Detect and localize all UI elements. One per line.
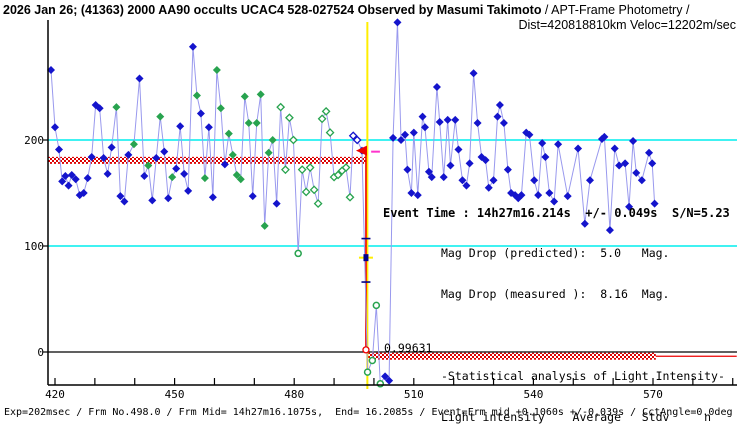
svg-text:200: 200: [24, 134, 44, 147]
stat-line-columns: Light intensity Average Stdv n: [441, 410, 712, 424]
event-time-label: Event Time : 14h27m16.214s +/- 0.049s S/…: [383, 206, 730, 220]
svg-text:540: 540: [523, 388, 543, 401]
svg-text:420: 420: [45, 388, 65, 401]
svg-text:570: 570: [643, 388, 663, 401]
svg-text:0: 0: [37, 346, 44, 359]
title-dist-veloc: Dist=420818810km Veloc=12202m/sec: [518, 18, 736, 32]
stat-line-blank: [441, 329, 732, 342]
svg-text:450: 450: [165, 388, 185, 401]
stat-line-header: -Statistical analysis of Light Intensity…: [441, 369, 725, 383]
title-main: 2026 Jan 26; (41363) 2000 AA90 occults U…: [3, 3, 542, 17]
page-title: 2026 Jan 26; (41363) 2000 AA90 occults U…: [3, 3, 689, 17]
footer-status-line: Exp=202msec / Frm No.498.0 / Frm Mid= 14…: [4, 407, 733, 418]
correlation-value: 0.99631: [384, 341, 433, 355]
svg-text:100: 100: [24, 240, 44, 253]
stat-line-mag-drop-measured: Mag Drop (measured ): 8.16 Mag.: [441, 287, 670, 301]
svg-text:510: 510: [404, 388, 424, 401]
statistics-panel: Mag Drop (predicted): 5.0 Mag. Mag Drop …: [441, 219, 732, 425]
title-suffix: / APT-Frame Photometry /: [541, 3, 690, 17]
svg-text:480: 480: [284, 388, 304, 401]
stat-line-mag-drop-predicted: Mag Drop (predicted): 5.0 Mag.: [441, 246, 670, 260]
